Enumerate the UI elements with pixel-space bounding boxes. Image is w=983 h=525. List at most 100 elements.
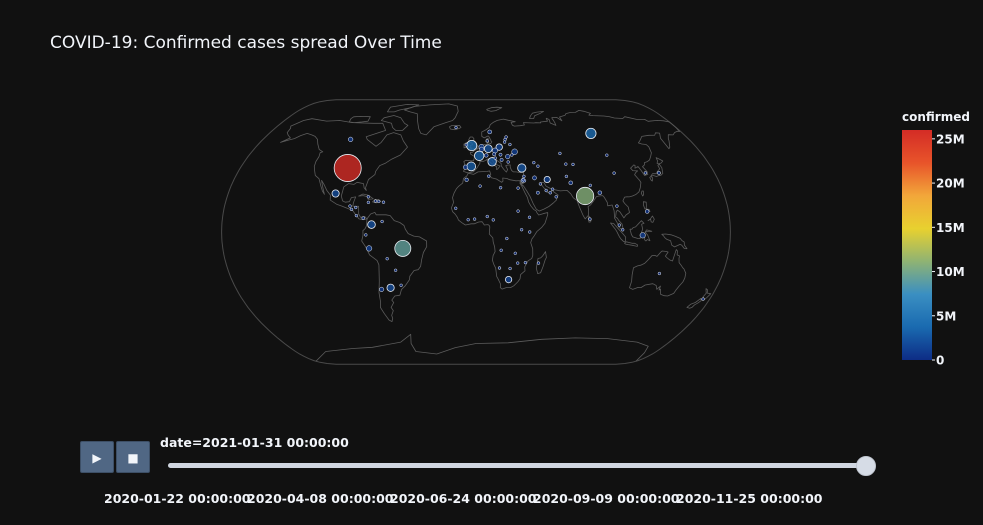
data-point[interactable] bbox=[364, 233, 368, 237]
data-point[interactable] bbox=[504, 135, 508, 139]
data-point[interactable] bbox=[499, 157, 504, 162]
data-point[interactable] bbox=[513, 251, 517, 255]
data-point[interactable] bbox=[588, 183, 592, 188]
data-point[interactable] bbox=[484, 153, 489, 158]
data-point[interactable] bbox=[505, 154, 511, 160]
data-point[interactable] bbox=[348, 136, 354, 142]
data-point[interactable] bbox=[502, 140, 507, 144]
data-point[interactable] bbox=[492, 152, 497, 157]
data-point[interactable] bbox=[548, 190, 553, 195]
data-point[interactable] bbox=[543, 175, 551, 184]
data-point[interactable] bbox=[380, 219, 384, 224]
data-point[interactable] bbox=[499, 248, 503, 252]
data-point[interactable] bbox=[612, 171, 616, 175]
data-point[interactable] bbox=[464, 177, 469, 182]
data-point[interactable] bbox=[454, 206, 458, 210]
slider-rail[interactable] bbox=[168, 463, 868, 468]
data-point[interactable] bbox=[463, 164, 468, 170]
data-point[interactable] bbox=[474, 150, 485, 161]
data-point[interactable] bbox=[506, 160, 510, 164]
data-point[interactable] bbox=[588, 217, 592, 221]
data-point[interactable] bbox=[564, 174, 569, 179]
data-point[interactable] bbox=[510, 153, 514, 157]
data-point[interactable] bbox=[381, 200, 386, 204]
data-point[interactable] bbox=[495, 143, 503, 151]
data-point[interactable] bbox=[331, 189, 340, 198]
data-point[interactable] bbox=[487, 129, 492, 135]
data-point[interactable] bbox=[550, 187, 555, 191]
data-point[interactable] bbox=[532, 175, 537, 181]
data-point[interactable] bbox=[657, 171, 661, 175]
data-point[interactable] bbox=[597, 190, 602, 195]
data-point[interactable] bbox=[361, 216, 366, 220]
data-point[interactable] bbox=[367, 220, 376, 229]
data-point[interactable] bbox=[348, 204, 352, 208]
data-point[interactable] bbox=[511, 148, 518, 155]
data-point[interactable] bbox=[536, 164, 540, 168]
data-point[interactable] bbox=[516, 261, 520, 265]
data-point[interactable] bbox=[466, 218, 470, 222]
data-point[interactable] bbox=[585, 127, 597, 139]
data-point[interactable] bbox=[617, 223, 621, 227]
data-point[interactable] bbox=[527, 215, 532, 219]
slider-thumb[interactable] bbox=[856, 456, 876, 476]
data-point[interactable] bbox=[643, 171, 648, 175]
data-point[interactable] bbox=[554, 195, 558, 199]
data-point[interactable] bbox=[568, 180, 573, 186]
data-point[interactable] bbox=[487, 174, 491, 178]
data-point[interactable] bbox=[373, 199, 378, 203]
data-point[interactable] bbox=[544, 188, 548, 193]
data-point[interactable] bbox=[657, 271, 662, 276]
data-point[interactable] bbox=[377, 199, 381, 204]
data-point[interactable] bbox=[505, 276, 513, 284]
data-point[interactable] bbox=[639, 232, 646, 239]
data-point[interactable] bbox=[399, 283, 403, 287]
data-point[interactable] bbox=[701, 297, 705, 301]
data-point[interactable] bbox=[483, 144, 493, 154]
data-point[interactable] bbox=[491, 218, 495, 222]
data-point[interactable] bbox=[571, 162, 575, 167]
data-point[interactable] bbox=[615, 204, 619, 208]
data-point[interactable] bbox=[466, 139, 478, 152]
data-point[interactable] bbox=[485, 139, 489, 143]
data-point[interactable] bbox=[366, 200, 371, 205]
data-point[interactable] bbox=[508, 142, 512, 147]
data-point[interactable] bbox=[519, 228, 524, 232]
data-point[interactable] bbox=[523, 260, 528, 265]
data-point[interactable] bbox=[354, 205, 358, 210]
data-point[interactable] bbox=[564, 162, 568, 166]
data-point[interactable] bbox=[466, 161, 477, 172]
data-point[interactable] bbox=[605, 153, 609, 157]
data-point[interactable] bbox=[528, 230, 532, 234]
data-point[interactable] bbox=[472, 217, 477, 221]
data-point[interactable] bbox=[386, 283, 395, 292]
data-point[interactable] bbox=[536, 190, 540, 195]
stop-button[interactable]: ■ bbox=[116, 441, 150, 473]
data-point[interactable] bbox=[516, 209, 520, 213]
data-point[interactable] bbox=[558, 151, 562, 156]
data-point[interactable] bbox=[508, 266, 512, 271]
data-point[interactable] bbox=[538, 182, 543, 186]
data-point[interactable] bbox=[505, 236, 509, 241]
data-point[interactable] bbox=[517, 163, 527, 173]
play-button[interactable]: ▶ bbox=[80, 441, 114, 473]
data-point[interactable] bbox=[464, 143, 468, 147]
data-point[interactable] bbox=[497, 266, 502, 270]
data-point[interactable] bbox=[487, 157, 497, 167]
data-point[interactable] bbox=[394, 239, 412, 257]
data-point[interactable] bbox=[385, 257, 389, 261]
data-point[interactable] bbox=[521, 178, 525, 182]
data-point[interactable] bbox=[576, 186, 595, 206]
data-point[interactable] bbox=[493, 156, 497, 160]
data-point[interactable] bbox=[333, 154, 362, 182]
data-point[interactable] bbox=[478, 184, 482, 188]
data-point[interactable] bbox=[532, 160, 536, 165]
data-point[interactable] bbox=[349, 207, 354, 212]
data-point[interactable] bbox=[454, 125, 458, 130]
data-point[interactable] bbox=[366, 195, 371, 199]
data-point[interactable] bbox=[645, 209, 650, 214]
data-point[interactable] bbox=[354, 213, 359, 218]
data-point[interactable] bbox=[393, 268, 398, 272]
data-point[interactable] bbox=[522, 174, 526, 179]
data-point[interactable] bbox=[379, 286, 385, 292]
